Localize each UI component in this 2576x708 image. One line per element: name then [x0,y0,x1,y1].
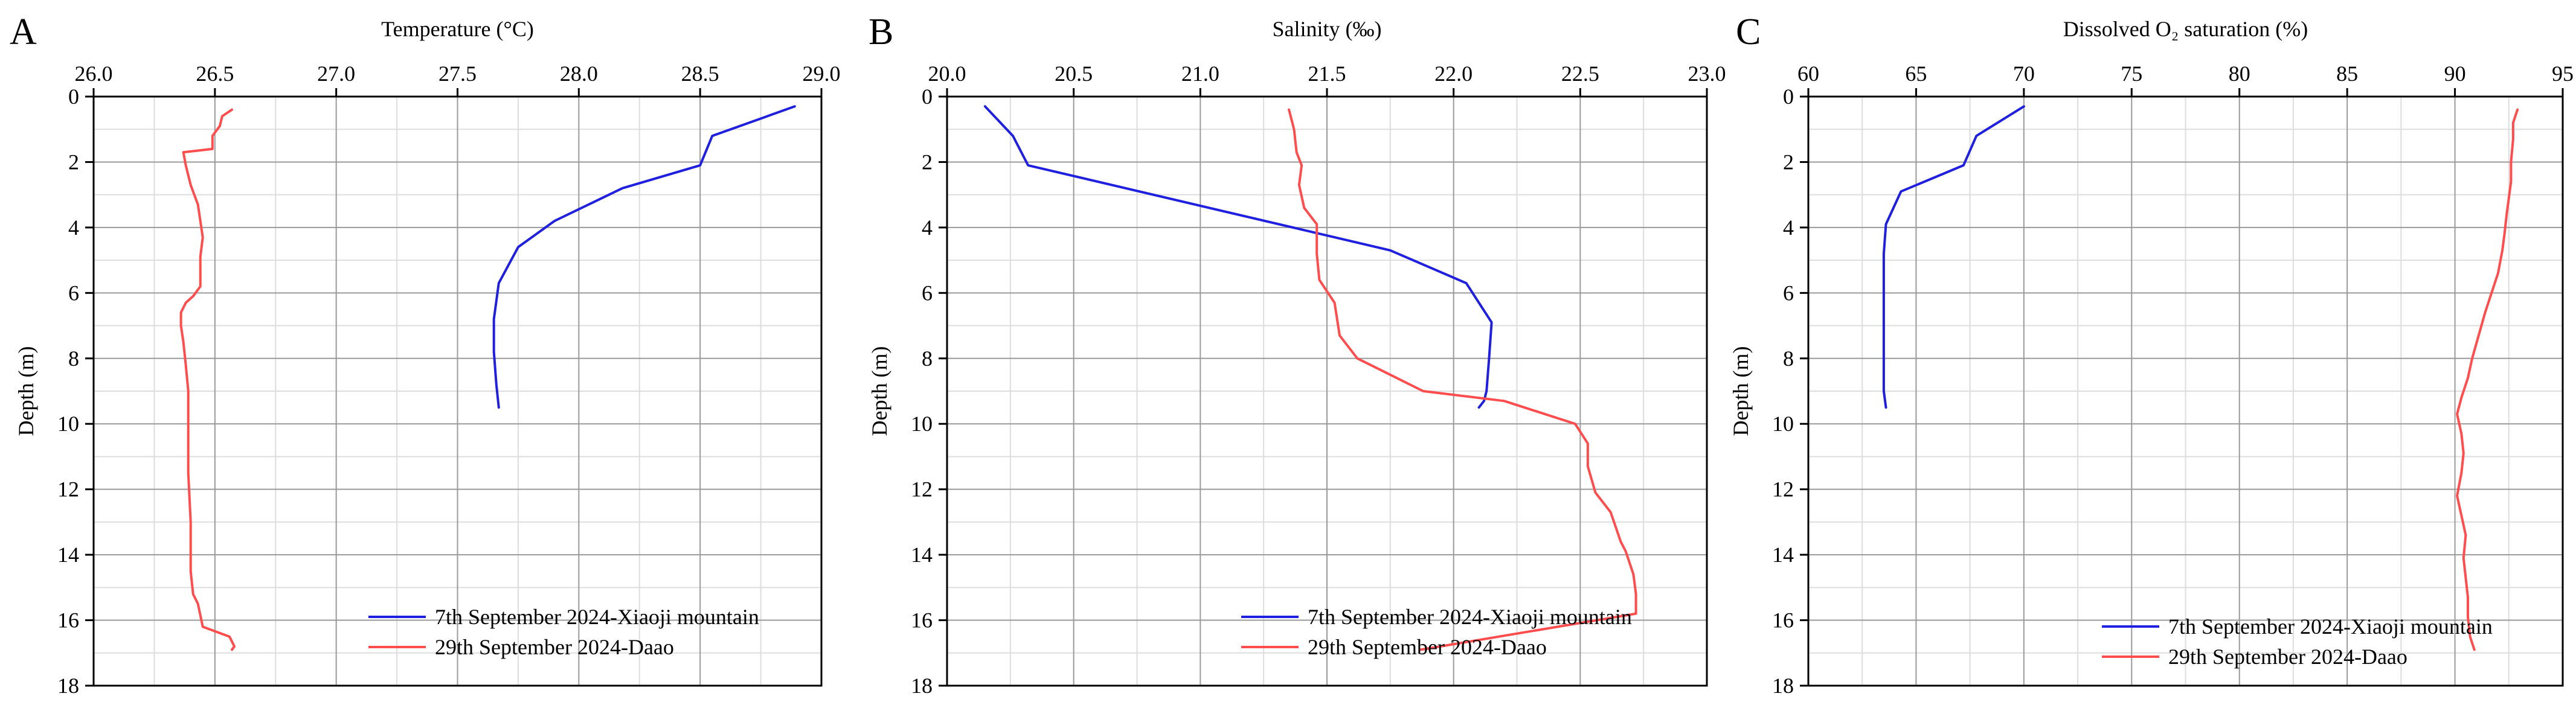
panel-b-x-tick-label: 21.0 [1181,62,1219,86]
panel-c-y-tick-label: 2 [1783,150,1794,174]
panel-a-x-tick-label: 26.0 [75,62,113,86]
panel-a-y-tick-label: 14 [57,543,79,567]
panel-b-y-tick-label: 4 [922,215,933,240]
panel-b-x-tick-label: 20.0 [928,62,966,86]
panel-c-chart: 60 65 70 75 80 85 90 95 0 2 4 6 8 10 12 14 16 18 Dissolved… [1729,17,2574,698]
panel-c-x-tick-label: 95 [2552,62,2574,86]
panel-b-y-tick-label: 0 [922,85,933,109]
panel-b-series-xiaoji-mountain-line [983,105,1493,409]
panel-a-x-tick-label: 28.5 [681,62,719,86]
panel-a-x-tick-label: 28.0 [560,62,598,86]
panel-a-y-tick-label: 16 [57,608,79,633]
panel-a-x-axis-title: Temperature (°C) [381,17,534,41]
panel-c-legend-label: 29th September 2024-Daao [2168,645,2407,669]
panel-a-y-tick-label: 12 [57,477,79,502]
panel-a-y-tick-label: 0 [68,85,79,109]
panel-b-legend-label: 7th September 2024-Xiaoji mountain [1308,605,1632,629]
panel-a-chart: 26.0 26.5 27.0 27.5 28.0 28.5 29.0 0 2 4 6 8 10 12 14 1… [14,17,841,698]
panel-c-y-tick-label: 12 [1772,477,1794,502]
panel-a-legend-label: 7th September 2024-Xiaoji mountain [435,605,759,629]
panel-b-chart: 20.0 20.5 21.0 21.5 22.0 22.5 23.0 0 2 4 6 8 10 12 14 1… [867,17,1726,698]
panel-a-x-tick-label: 26.5 [196,62,234,86]
panel-c-y-tick-label: 10 [1772,412,1794,436]
panel-b-y-tick-label: 2 [922,150,933,174]
panel-b-x-tick-label: 22.0 [1434,62,1473,86]
panel-c-y-tick-label: 8 [1783,346,1794,371]
panel-label-c: C [1736,11,1761,53]
panel-c-y-tick-label: 4 [1783,215,1794,240]
panel-b-x-tick-label: 20.5 [1055,62,1093,86]
panel-c-x-tick-label: 70 [2013,62,2035,86]
panel-a-x-tick-label: 27.5 [438,62,477,86]
panel-a-y-tick-label: 10 [57,412,79,436]
panel-a-series-daao-line [179,108,236,651]
panel-c-legend: 7th September 2024-Xiaoji mountain 29th S… [2102,614,2493,669]
panel-c-x-tick-label: 80 [2229,62,2250,86]
panel-c-plot-frame [1807,95,2564,687]
panel-a-legend: 7th September 2024-Xiaoji mountain 29th S… [368,605,759,659]
panel-a-x-tick-label: 27.0 [317,62,355,86]
panel-c-series-xiaoji-mountain-line [1882,105,2025,409]
panel-label-b: B [869,11,894,53]
panel-c-y-tick-label: 6 [1783,281,1794,305]
panel-c-legend-label: 7th September 2024-Xiaoji mountain [2168,614,2493,639]
panel-b-y-tick-label: 16 [911,608,933,633]
panel-b-legend-label: 29th September 2024-Daao [1308,635,1547,659]
panel-c-x-tick-label: 85 [2336,62,2358,86]
panel-b-y-tick-label: 12 [911,477,933,502]
panel-c-x-tick-label: 90 [2444,62,2466,86]
panel-b-x-axis-title: Salinity (‰) [1273,17,1382,41]
panel-c-y-axis-title: Depth (m) [1729,346,1753,436]
panel-b-y-tick-label: 6 [922,281,933,305]
panel-b-y-tick-label: 8 [922,346,933,371]
panel-c-x-axis-title: Dissolved O₂ saturation (%) [2063,17,2308,41]
panel-b-y-tick-label: 18 [911,674,933,698]
panel-a-y-tick-label: 4 [68,215,79,240]
panel-b-y-tick-label: 14 [911,543,933,567]
panel-a-x-tick-label: 29.0 [803,62,841,86]
panel-a-series-xiaoji-mountain-line [492,105,796,409]
panel-b-x-tick-label: 21.5 [1308,62,1346,86]
panel-b-y-axis-title: Depth (m) [867,346,891,436]
panel-label-a: A [10,11,37,53]
panel-a-y-tick-label: 8 [68,346,79,371]
panel-a-legend-label: 29th September 2024-Daao [435,635,674,659]
panel-a-y-axis-title: Depth (m) [14,346,38,436]
panel-c-y-tick-label: 0 [1783,85,1794,109]
panel-c-y-tick-label: 18 [1772,674,1794,698]
panel-b-x-tick-label: 22.5 [1561,62,1599,86]
panel-b-legend: 7th September 2024-Xiaoji mountain 29th S… [1241,605,1632,659]
panel-c-x-tick-label: 75 [2121,62,2142,86]
panel-c-series-daao-line [2456,108,2519,651]
panel-c-x-tick-label: 60 [1797,62,1819,86]
panel-c-x-tick-label: 65 [1905,62,1927,86]
panel-c-y-tick-label: 16 [1772,608,1794,633]
panel-c-y-tick-label: 14 [1772,543,1794,567]
panel-a-y-tick-label: 2 [68,150,79,174]
panel-a-y-tick-label: 6 [68,281,79,305]
panel-b-x-tick-label: 23.0 [1688,62,1726,86]
panel-b-series-daao-line [1288,108,1637,651]
panel-a-y-tick-label: 18 [57,674,79,698]
panel-b-y-tick-label: 10 [911,412,933,436]
